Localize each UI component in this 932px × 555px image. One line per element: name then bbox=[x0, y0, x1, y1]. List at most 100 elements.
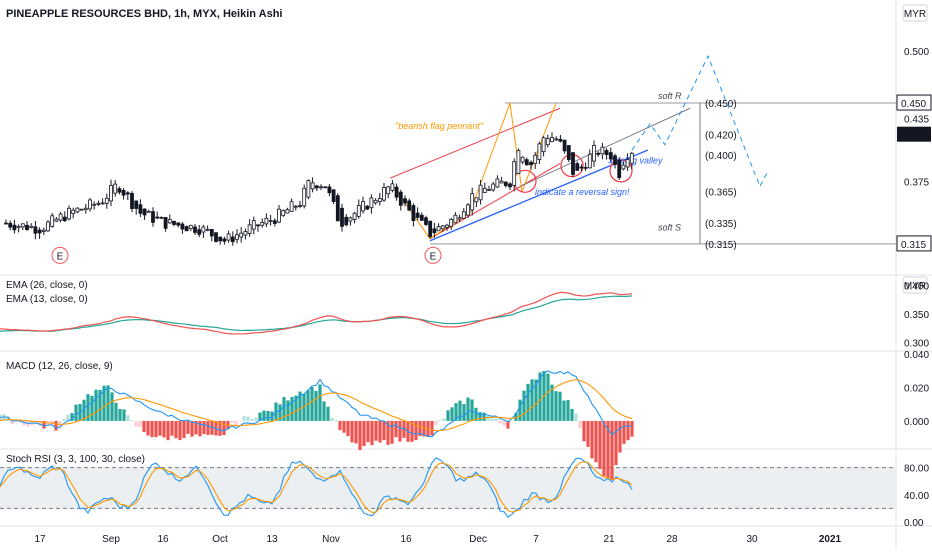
heikin-ashi-candle bbox=[608, 152, 613, 160]
macd-histogram-bar bbox=[386, 420, 390, 445]
projection-path[interactable] bbox=[631, 54, 769, 188]
projection-trendline[interactable] bbox=[519, 107, 691, 187]
heikin-ashi-candle bbox=[37, 229, 42, 234]
heikin-ashi-candle bbox=[361, 201, 365, 212]
earnings-marker-label: E bbox=[430, 251, 437, 262]
macd-histogram-bar bbox=[150, 420, 154, 438]
heikin-ashi-candle bbox=[16, 225, 21, 228]
heikin-ashi-candle bbox=[201, 226, 206, 233]
heikin-ashi-candle bbox=[373, 199, 378, 204]
macd-histogram-bar bbox=[202, 420, 206, 435]
heikin-ashi-candle bbox=[83, 207, 88, 211]
macd-histogram-bar bbox=[14, 420, 18, 423]
macd-histogram-bar bbox=[206, 420, 210, 435]
macd-signal-line bbox=[0, 379, 633, 432]
macd-tick-label: 0.040 bbox=[904, 350, 929, 361]
price-tick-label: 0.500 bbox=[904, 47, 929, 58]
heikin-ashi-candle bbox=[377, 198, 382, 202]
heikin-ashi-candle bbox=[188, 224, 193, 230]
stoch-d-line bbox=[0, 461, 633, 513]
macd-histogram-bar bbox=[310, 387, 314, 421]
macd-histogram-bar bbox=[410, 420, 414, 442]
heikin-ashi-candle bbox=[386, 186, 391, 195]
channel-upper-line[interactable] bbox=[389, 107, 561, 179]
heikin-ashi-candle bbox=[226, 233, 231, 241]
macd-histogram-bar bbox=[270, 411, 274, 421]
macd-histogram-bar bbox=[2, 414, 6, 421]
macd-histogram-bar bbox=[74, 404, 78, 421]
heikin-ashi-candle bbox=[461, 211, 466, 219]
macd-histogram-bar bbox=[526, 383, 530, 421]
earnings-marker[interactable] bbox=[51, 246, 69, 264]
heikin-ashi-candle bbox=[100, 202, 105, 205]
heikin-ashi-candle bbox=[487, 189, 491, 191]
macd-histogram-bar bbox=[210, 420, 214, 435]
macd-histogram-bar bbox=[294, 395, 298, 421]
macd-histogram-bar bbox=[442, 418, 446, 421]
x-axis-label: 7 bbox=[533, 534, 539, 545]
x-axis-label: 17 bbox=[34, 534, 46, 545]
earnings-marker[interactable] bbox=[424, 246, 442, 264]
heikin-ashi-candle bbox=[75, 207, 80, 213]
macd-histogram-bar bbox=[598, 420, 602, 469]
heikin-ashi-candle bbox=[348, 217, 353, 222]
heikin-ashi-candle bbox=[478, 184, 483, 201]
heikin-ashi-candle bbox=[344, 216, 349, 226]
macd-histogram-bar bbox=[194, 420, 198, 435]
heikin-ashi-candle bbox=[394, 186, 399, 198]
macd-histogram-bar bbox=[218, 420, 222, 436]
currency-badge-ema[interactable] bbox=[902, 276, 928, 294]
macd-histogram-bar bbox=[42, 420, 46, 429]
macd-histogram-bar bbox=[330, 417, 334, 421]
heikin-ashi-candle bbox=[629, 152, 634, 164]
macd-histogram-bar bbox=[518, 399, 522, 421]
macd-histogram-bar bbox=[398, 420, 402, 442]
heikin-ashi-candle bbox=[327, 186, 332, 194]
fib-level-label: (0.450) bbox=[705, 99, 737, 110]
heikin-ashi-candle bbox=[218, 236, 223, 242]
macd-histogram-bar bbox=[458, 400, 462, 421]
macd-histogram-bar bbox=[550, 384, 554, 421]
fib-level-label: (0.420) bbox=[705, 130, 737, 141]
macd-histogram-bar bbox=[110, 392, 114, 421]
macd-legend[interactable]: MACD (12, 26, close, 9) bbox=[6, 361, 113, 372]
macd-histogram-bar bbox=[554, 391, 558, 421]
ema13-legend[interactable]: EMA (13, close, 0) bbox=[6, 294, 88, 305]
soft-r-annotation: soft R bbox=[658, 91, 682, 101]
stoch-rsi-legend[interactable]: Stoch RSI (3, 3, 100, 30, close) bbox=[6, 454, 145, 465]
x-axis-label: Nov bbox=[322, 534, 340, 545]
heikin-ashi-candle bbox=[541, 137, 546, 153]
macd-histogram-bar bbox=[182, 420, 186, 438]
currency-badge[interactable] bbox=[902, 4, 928, 22]
heikin-ashi-candle bbox=[243, 231, 248, 236]
macd-histogram-bar bbox=[570, 408, 574, 421]
heikin-ashi-candle bbox=[545, 138, 550, 146]
heikin-ashi-candle bbox=[289, 201, 294, 212]
fib-level-label: (0.400) bbox=[705, 151, 737, 162]
heikin-ashi-candle bbox=[104, 197, 109, 204]
macd-histogram-bar bbox=[238, 420, 242, 422]
macd-histogram-bar bbox=[66, 414, 70, 421]
heikin-ashi-candle bbox=[172, 220, 176, 225]
heikin-ashi-candle bbox=[340, 207, 344, 227]
x-axis-label: Sep bbox=[102, 534, 120, 545]
macd-histogram-bar bbox=[114, 402, 118, 421]
heikin-ashi-candle bbox=[146, 210, 151, 213]
currency-label-ema: MYR bbox=[904, 281, 926, 292]
macd-histogram-bar bbox=[438, 420, 442, 421]
macd-histogram-bar bbox=[510, 420, 514, 422]
macd-histogram-bar bbox=[558, 391, 562, 421]
macd-histogram-bar bbox=[498, 420, 502, 424]
macd-histogram-bar bbox=[338, 420, 342, 431]
macd-histogram-bar bbox=[626, 420, 630, 441]
macd-histogram-bar bbox=[566, 400, 570, 421]
heikin-ashi-candle bbox=[184, 226, 189, 232]
macd-histogram-bar bbox=[54, 420, 58, 431]
zigzag-pattern[interactable] bbox=[391, 102, 557, 240]
heikin-ashi-candle bbox=[403, 198, 407, 204]
heikin-ashi-candle bbox=[365, 205, 370, 210]
ema26-legend[interactable]: EMA (26, close, 0) bbox=[6, 280, 88, 291]
macd-histogram-bar bbox=[462, 404, 466, 421]
